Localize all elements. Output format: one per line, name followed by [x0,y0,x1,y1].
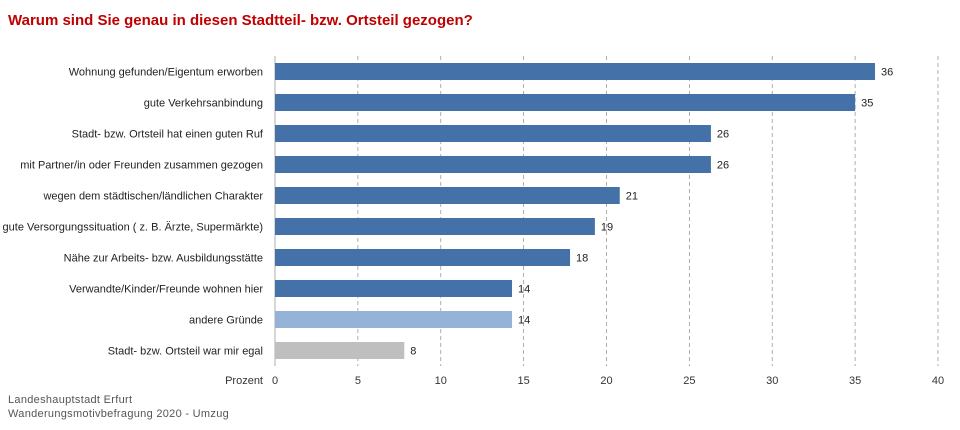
source-line-1: Landeshauptstadt Erfurt [8,394,133,406]
data-label: 36 [881,67,893,79]
x-tick-label: 15 [518,375,530,387]
data-label: 8 [410,346,416,358]
x-tick-label: 35 [849,375,861,387]
bar [275,63,876,80]
data-label: 21 [626,191,638,203]
data-label: 14 [518,315,530,327]
bar [275,280,513,297]
category-label: gute Versorgungssituation ( z. B. Ärzte,… [3,222,263,234]
x-axis-label: Prozent [225,375,263,387]
bar [275,342,405,359]
category-label: Verwandte/Kinder/Freunde wohnen hier [69,284,263,296]
category-label: mit Partner/in oder Freunden zusammen ge… [20,160,263,172]
chart-title: Warum sind Sie genau in diesen Stadtteil… [8,12,473,29]
category-label: Stadt- bzw. Ortsteil war mir egal [108,346,263,358]
x-tick-label: 40 [932,375,944,387]
bar [275,187,620,204]
data-label: 35 [861,98,873,110]
category-labels: Wohnung gefunden/Eigentum erworben gute V… [3,67,264,358]
category-label: andere Gründe [189,315,263,327]
x-tick-label: 10 [435,375,447,387]
value-labels: 36 35 26 26 21 19 18 14 14 8 [410,67,893,358]
source-line-2: Wanderungsmotivbefragung 2020 - Umzug [8,408,230,420]
x-tick-label: 30 [766,375,778,387]
data-label: 19 [601,222,613,234]
category-label: wegen dem städtischen/ländlichen Charakt… [42,191,263,203]
category-label: Stadt- bzw. Ortsteil hat einen guten Ruf [72,129,264,141]
bar [275,94,856,111]
bar [275,125,711,142]
data-label: 26 [717,129,729,141]
x-tick-label: 0 [272,375,278,387]
category-label: Wohnung gefunden/Eigentum erworben [69,67,263,79]
x-tick-label: 25 [683,375,695,387]
x-tick-label: 20 [600,375,612,387]
bar [275,156,711,173]
x-axis-ticks: 0 5 10 15 20 25 30 35 40 [272,375,944,387]
bars [275,63,876,359]
data-label: 14 [518,284,530,296]
data-label: 26 [717,160,729,172]
data-label: 18 [576,253,588,265]
bar [275,218,595,235]
x-tick-label: 5 [355,375,361,387]
bar [275,311,513,328]
category-label: Nähe zur Arbeits- bzw. Ausbildungsstätte [64,253,263,265]
bar [275,249,571,266]
category-label: gute Verkehrsanbindung [144,98,263,110]
